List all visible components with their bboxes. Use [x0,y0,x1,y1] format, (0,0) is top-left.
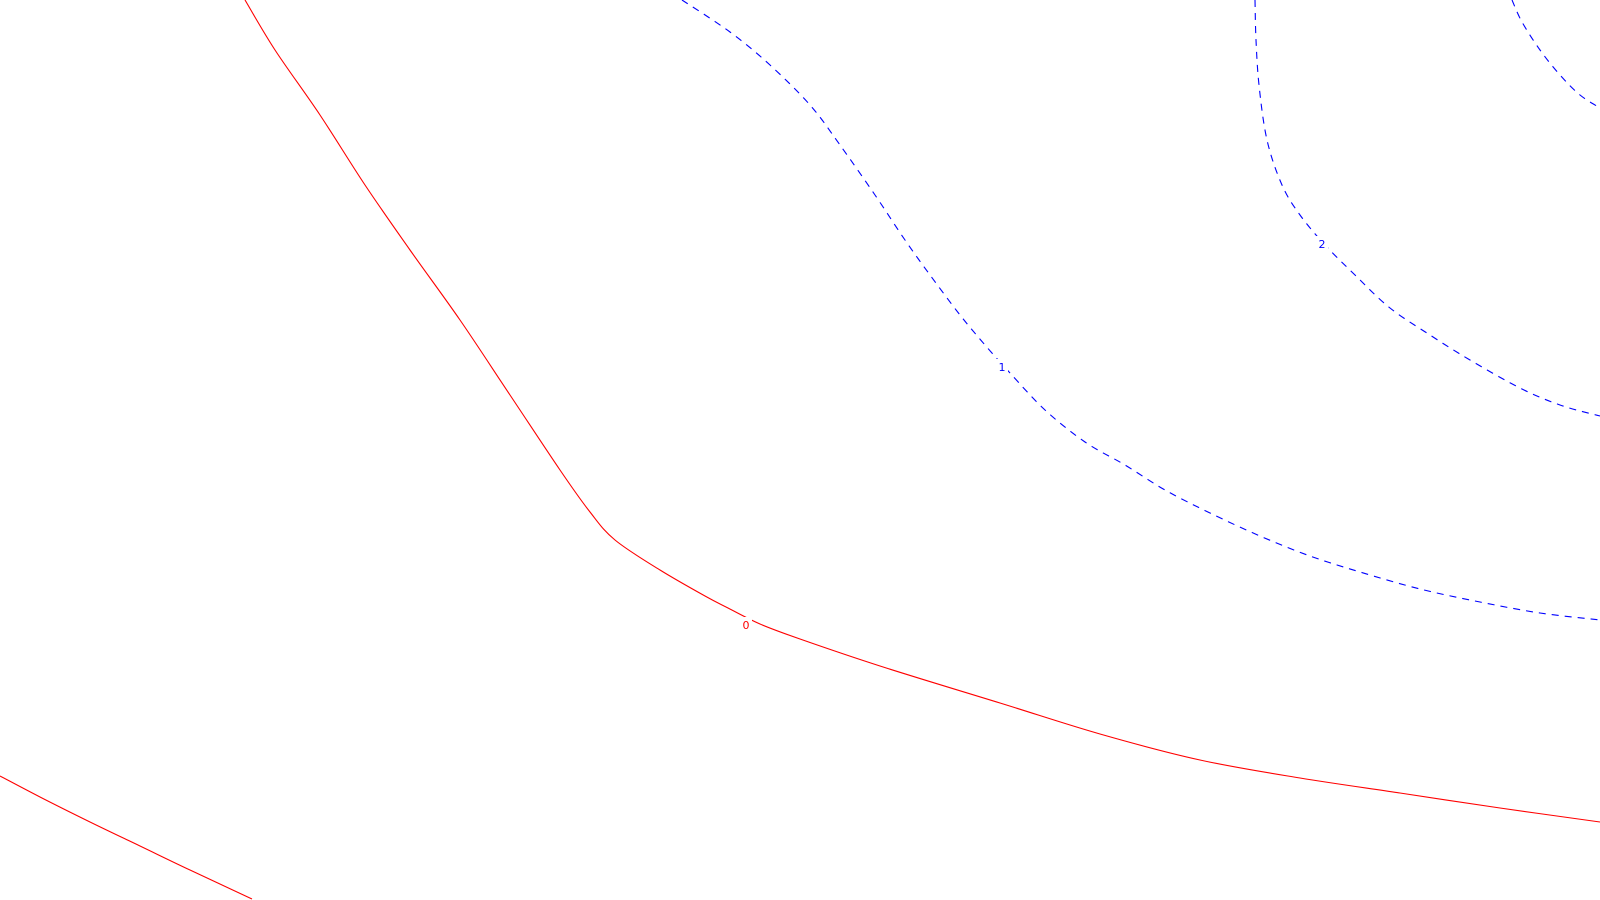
contour-line-1-seg-0 [681,0,1600,621]
contour-label-2: 2 [1319,238,1326,251]
contour-line-0-seg-0 [244,0,1600,823]
contour-label-bg-0 [740,617,752,631]
contour-line-unlabeled-3-seg-0 [1511,0,1600,109]
contour-label-0: 0 [743,619,750,632]
contour-line-0-seg-1 [0,775,253,900]
contour-line-2-seg-0 [1254,0,1600,417]
contour-label-bg-2 [1316,236,1328,250]
contour-label-bg-1 [996,359,1008,373]
contour-label-1: 1 [999,361,1006,374]
